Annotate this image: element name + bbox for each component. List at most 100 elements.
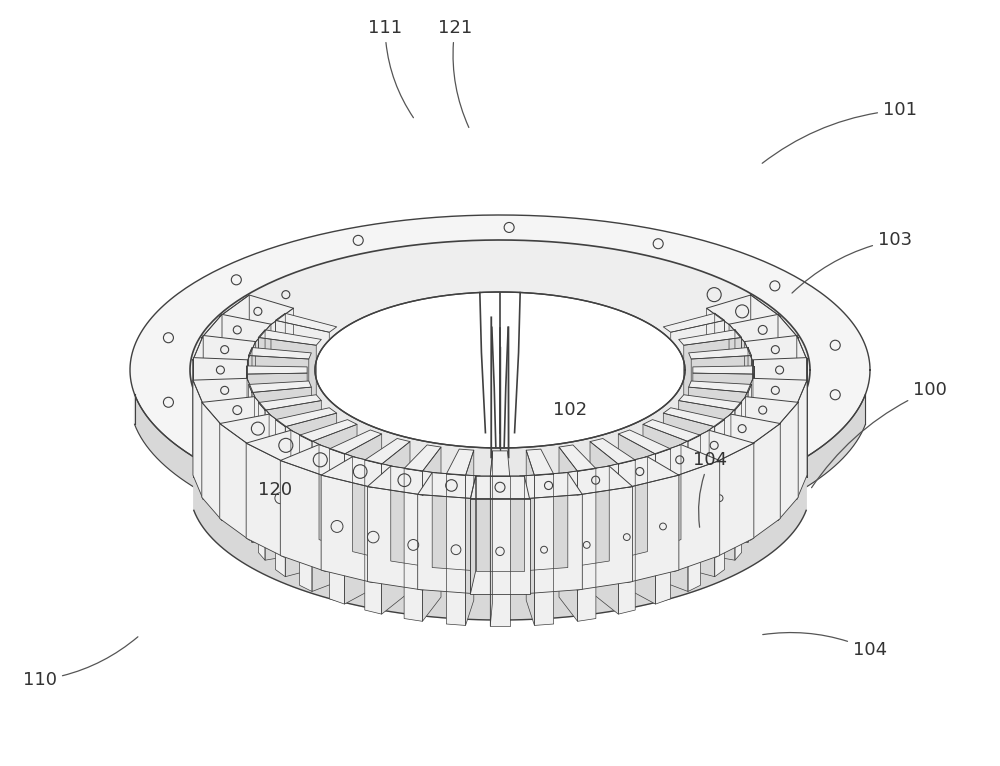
Polygon shape [404,445,441,471]
Polygon shape [470,476,476,594]
Polygon shape [330,286,382,310]
Polygon shape [330,449,344,604]
Polygon shape [247,342,255,457]
Polygon shape [674,460,720,571]
Polygon shape [135,394,865,555]
Text: 120: 120 [258,481,292,499]
Polygon shape [688,435,701,591]
Polygon shape [249,348,252,506]
Polygon shape [526,450,534,625]
Polygon shape [559,445,596,471]
Polygon shape [246,297,291,404]
Polygon shape [735,330,742,487]
Polygon shape [663,408,724,427]
Polygon shape [202,397,271,426]
Polygon shape [470,241,530,336]
Polygon shape [299,305,348,470]
Polygon shape [470,476,530,499]
Polygon shape [276,313,285,470]
Polygon shape [689,348,751,359]
Polygon shape [707,414,731,527]
Polygon shape [246,444,284,557]
Polygon shape [222,416,271,521]
Polygon shape [568,246,582,362]
Polygon shape [193,336,203,455]
Polygon shape [280,460,326,571]
Polygon shape [391,466,436,568]
Polygon shape [249,348,311,359]
Polygon shape [745,398,797,499]
Polygon shape [678,278,754,309]
Text: 100: 100 [812,381,947,488]
Polygon shape [652,305,701,470]
Polygon shape [748,385,751,542]
Polygon shape [280,444,356,476]
Polygon shape [564,466,633,495]
Polygon shape [317,382,683,568]
Polygon shape [476,264,524,359]
Polygon shape [643,424,688,591]
Polygon shape [299,420,357,441]
Polygon shape [605,273,647,378]
Polygon shape [693,366,754,374]
Text: 110: 110 [23,637,138,689]
Polygon shape [299,299,357,320]
Polygon shape [365,460,382,614]
Polygon shape [678,430,754,462]
Polygon shape [679,401,735,560]
Polygon shape [319,283,356,391]
Polygon shape [797,380,807,499]
Polygon shape [365,438,410,464]
Polygon shape [247,378,255,493]
Text: 103: 103 [792,231,912,293]
Polygon shape [490,476,510,627]
Polygon shape [220,414,293,445]
Polygon shape [265,401,321,560]
Polygon shape [372,466,395,582]
Polygon shape [751,424,780,540]
Text: 101: 101 [762,101,917,163]
Polygon shape [284,446,322,557]
Polygon shape [678,430,709,541]
Polygon shape [524,241,582,341]
Polygon shape [330,286,344,441]
Polygon shape [628,475,679,582]
Polygon shape [731,316,780,421]
Polygon shape [577,245,633,349]
Polygon shape [382,441,410,614]
Polygon shape [422,447,441,621]
Polygon shape [707,308,731,421]
Polygon shape [470,241,476,359]
Polygon shape [490,451,493,627]
Polygon shape [432,473,480,571]
Polygon shape [647,265,679,378]
Polygon shape [644,458,674,571]
Polygon shape [534,264,554,416]
Polygon shape [524,495,582,594]
Polygon shape [404,271,427,445]
Polygon shape [520,241,582,267]
Polygon shape [353,457,395,561]
Polygon shape [367,466,436,495]
Polygon shape [564,245,633,274]
Polygon shape [663,413,715,577]
Polygon shape [418,241,476,341]
Polygon shape [246,366,307,374]
Polygon shape [628,253,679,360]
Polygon shape [745,378,807,404]
Polygon shape [490,264,510,414]
Polygon shape [678,446,716,557]
Polygon shape [193,380,203,499]
Polygon shape [130,215,870,525]
Polygon shape [321,265,353,378]
Polygon shape [432,264,480,362]
Polygon shape [541,266,554,441]
Polygon shape [573,271,596,445]
Polygon shape [520,264,568,362]
Polygon shape [716,444,754,557]
Polygon shape [404,469,422,621]
Polygon shape [564,473,577,590]
Polygon shape [258,394,321,411]
Polygon shape [671,320,724,483]
Polygon shape [291,430,322,541]
